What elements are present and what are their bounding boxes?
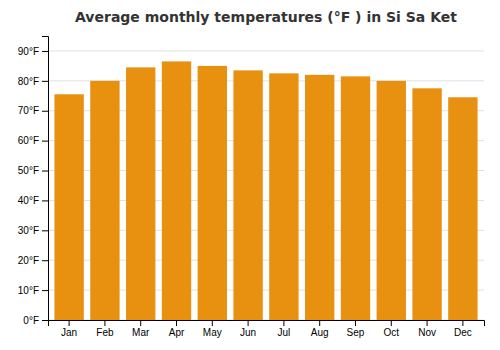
y-tick-label: 30°F (18, 225, 39, 236)
x-tick-label: Jun (240, 327, 256, 338)
x-tick-mark (140, 320, 141, 326)
x-tick: Jun (240, 320, 256, 338)
y-tick: 80°F (18, 76, 48, 87)
y-tick-label: 40°F (18, 195, 39, 206)
y-tick-mark (42, 290, 48, 291)
x-tick-mark (427, 320, 428, 326)
y-tick: 20°F (18, 255, 48, 266)
y-tick-label: 50°F (18, 165, 39, 176)
x-tick-label: Sep (347, 327, 365, 338)
y-tick-label: 90°F (18, 46, 39, 57)
x-tick: Mar (132, 320, 150, 338)
x-tick-mark (355, 320, 356, 326)
chart-container: Jan Feb Mar Apr May Jun Jul Aug Sep Oct Nov Dec 0°F 1… (0, 0, 500, 350)
plot-area: Jan Feb Mar Apr May Jun Jul Aug Sep Oct Nov Dec 0°F 1… (18, 37, 485, 339)
x-axis: Jan Feb Mar Apr May Jun Jul Aug Sep Oct Nov Dec (49, 320, 485, 338)
bar (448, 97, 477, 320)
bar (54, 94, 83, 320)
x-tick-label: Nov (418, 327, 436, 338)
x-tick: Dec (454, 320, 472, 338)
chart-svg: Jan Feb Mar Apr May Jun Jul Aug Sep Oct Nov Dec 0°F 1… (0, 0, 500, 350)
bar (377, 81, 406, 320)
y-tick: 40°F (18, 195, 48, 206)
x-tick: May (203, 320, 222, 338)
y-tick: 60°F (18, 135, 48, 146)
x-tick: Nov (418, 320, 436, 338)
x-tick-label: Jan (61, 327, 77, 338)
y-axis-line (42, 37, 49, 321)
y-tick: 10°F (18, 285, 48, 296)
grid (48, 51, 484, 320)
y-tick: 70°F (18, 105, 48, 116)
x-tick-mark (283, 320, 284, 326)
y-tick: 50°F (18, 165, 48, 176)
y-tick-label: 80°F (18, 76, 39, 87)
x-tick-label: Feb (96, 327, 114, 338)
bar (126, 67, 155, 320)
bar (305, 75, 334, 320)
x-tick-mark (319, 320, 320, 326)
x-tick-mark (104, 320, 105, 326)
x-tick: Apr (169, 320, 185, 338)
x-tick-mark (248, 320, 249, 326)
x-tick-mark (212, 320, 213, 326)
y-tick: 30°F (18, 225, 48, 236)
x-tick: Jan (61, 320, 77, 338)
y-tick: 90°F (18, 46, 48, 57)
bar (412, 88, 441, 320)
x-axis-line (49, 321, 485, 327)
y-tick-mark (42, 51, 48, 52)
bar (198, 66, 227, 320)
x-tick-label: Jul (277, 327, 290, 338)
x-tick-mark (462, 320, 463, 326)
y-tick-mark (42, 260, 48, 261)
y-tick-label: 0°F (23, 315, 39, 326)
y-tick-label: 20°F (18, 255, 39, 266)
bar (269, 73, 298, 320)
x-tick: Feb (96, 320, 114, 338)
bar (233, 70, 262, 320)
x-tick: Jul (277, 320, 290, 338)
y-tick-mark (42, 111, 48, 112)
x-tick: Aug (311, 320, 329, 338)
chart-title: Average monthly temperatures (°F ) in Si… (75, 9, 457, 25)
y-tick-mark (42, 141, 48, 142)
x-tick-label: Oct (384, 327, 400, 338)
grid-line (48, 50, 484, 51)
y-axis: 0°F 10°F 20°F 30°F 40°F 50°F 60°F 70°F 80°F 90°F (18, 37, 49, 326)
bar (162, 61, 191, 320)
y-tick-label: 70°F (18, 105, 39, 116)
y-tick-mark (42, 171, 48, 172)
y-tick-mark (42, 200, 48, 201)
y-tick-mark (42, 81, 48, 82)
y-tick: 0°F (23, 315, 48, 326)
x-tick: Sep (347, 320, 365, 338)
x-tick-mark (176, 320, 177, 326)
y-tick-label: 60°F (18, 135, 39, 146)
x-tick-label: Aug (311, 327, 329, 338)
bar (341, 76, 370, 320)
x-tick-label: May (203, 327, 222, 338)
bar (90, 81, 119, 320)
bars (54, 61, 477, 320)
x-tick-label: Apr (169, 327, 185, 338)
y-tick-label: 10°F (18, 285, 39, 296)
x-tick-mark (69, 320, 70, 326)
y-tick-mark (42, 230, 48, 231)
x-tick-label: Mar (132, 327, 150, 338)
x-tick: Oct (384, 320, 400, 338)
x-tick-mark (391, 320, 392, 326)
y-tick-mark (42, 320, 48, 321)
x-tick-label: Dec (454, 327, 472, 338)
